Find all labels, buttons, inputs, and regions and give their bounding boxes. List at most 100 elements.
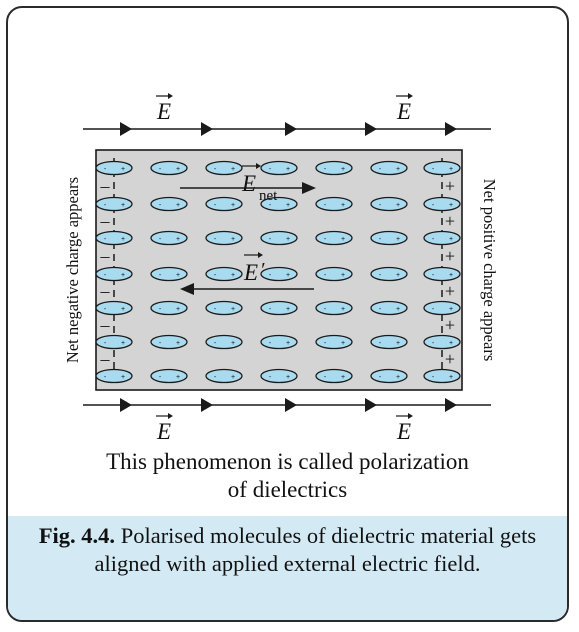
molecule-dipole bbox=[370, 230, 408, 246]
polarized-molecule: - + bbox=[260, 160, 298, 176]
molecule-positive-end: + bbox=[231, 306, 235, 313]
molecule-dipole bbox=[260, 160, 298, 176]
polarized-molecule: - + bbox=[370, 300, 408, 316]
molecule-positive-end: + bbox=[449, 202, 453, 209]
molecule-positive-end: + bbox=[231, 202, 235, 209]
polarized-molecule: - + bbox=[260, 368, 298, 384]
molecule-positive-end: + bbox=[341, 236, 345, 243]
molecule-positive-end: + bbox=[341, 374, 345, 381]
molecule-negative-end: - bbox=[432, 306, 435, 313]
molecule-positive-end: + bbox=[121, 306, 125, 313]
negative-charge-sign: – bbox=[100, 246, 111, 266]
polarized-molecule: - + bbox=[260, 266, 298, 282]
molecule-positive-end: + bbox=[121, 272, 125, 279]
molecule-positive-end: + bbox=[176, 202, 180, 209]
molecule-dipole bbox=[95, 160, 133, 176]
field-arrowhead bbox=[120, 398, 132, 412]
molecule-dipole bbox=[315, 368, 353, 384]
field-arrowhead bbox=[201, 122, 213, 136]
molecule-negative-end: - bbox=[269, 374, 272, 381]
molecule-negative-end: - bbox=[324, 340, 327, 347]
positive-charge-sign: + bbox=[445, 281, 455, 301]
molecule-dipole bbox=[370, 334, 408, 350]
polarized-molecule: - + bbox=[205, 334, 243, 350]
molecule-negative-end: - bbox=[104, 166, 107, 173]
polarized-molecule: - + bbox=[205, 160, 243, 176]
field-label-bottom-left: E bbox=[156, 413, 173, 444]
molecule-dipole bbox=[150, 196, 188, 212]
molecule-positive-end: + bbox=[121, 236, 125, 243]
field-arrowhead bbox=[285, 122, 297, 136]
negative-surface-charges: – – – – – – bbox=[100, 176, 111, 369]
molecule-negative-end: - bbox=[269, 306, 272, 313]
molecule-negative-end: - bbox=[379, 272, 382, 279]
polarized-molecule: - + bbox=[95, 230, 133, 246]
bottom-field-line bbox=[83, 398, 491, 412]
polarized-molecule: - + bbox=[315, 160, 353, 176]
molecule-positive-end: + bbox=[286, 306, 290, 313]
polarized-molecule: - + bbox=[370, 230, 408, 246]
polarized-molecule: - + bbox=[260, 300, 298, 316]
polarized-molecule: - + bbox=[315, 300, 353, 316]
polarized-molecule: - + bbox=[260, 196, 298, 212]
field-arrowhead bbox=[120, 122, 132, 136]
molecule-negative-end: - bbox=[324, 272, 327, 279]
molecule-dipole bbox=[423, 334, 461, 350]
molecule-negative-end: - bbox=[324, 166, 327, 173]
molecule-positive-end: + bbox=[341, 272, 345, 279]
polarized-molecule: - + bbox=[205, 196, 243, 212]
molecule-negative-end: - bbox=[432, 202, 435, 209]
molecule-negative-end: - bbox=[214, 340, 217, 347]
molecule-negative-end: - bbox=[214, 236, 217, 243]
molecule-negative-end: - bbox=[104, 374, 107, 381]
molecule-positive-end: + bbox=[396, 374, 400, 381]
polarized-molecule: - + bbox=[150, 334, 188, 350]
field-label-top-right: E bbox=[396, 93, 413, 124]
polarized-molecule: - + bbox=[95, 334, 133, 350]
molecule-dipole bbox=[205, 196, 243, 212]
polarized-molecule: - + bbox=[315, 334, 353, 350]
polarized-molecule: - + bbox=[150, 230, 188, 246]
polarized-molecule: - + bbox=[423, 266, 461, 282]
positive-charge-sign: + bbox=[445, 176, 455, 196]
positive-charge-sign: + bbox=[445, 246, 455, 266]
field-arrowhead bbox=[365, 398, 377, 412]
polarized-molecule: - + bbox=[370, 266, 408, 282]
polarized-molecule: - + bbox=[150, 160, 188, 176]
molecule-negative-end: - bbox=[379, 166, 382, 173]
field-arrowhead bbox=[365, 122, 377, 136]
polarized-molecule: - + bbox=[95, 300, 133, 316]
molecule-dipole bbox=[315, 266, 353, 282]
polarized-molecule: - + bbox=[315, 266, 353, 282]
polarized-molecule: - + bbox=[370, 196, 408, 212]
molecule-negative-end: - bbox=[159, 202, 162, 209]
molecule-dipole bbox=[315, 196, 353, 212]
molecule-dipole bbox=[370, 160, 408, 176]
molecule-positive-end: + bbox=[341, 340, 345, 347]
positive-charge-sign: + bbox=[445, 211, 455, 231]
molecule-negative-end: - bbox=[104, 340, 107, 347]
polarized-molecule: - + bbox=[150, 196, 188, 212]
molecule-dipole bbox=[315, 300, 353, 316]
field-label-bottom-right: E bbox=[396, 413, 413, 444]
molecule-negative-end: - bbox=[269, 340, 272, 347]
figure-label: Fig. 4.4. bbox=[38, 523, 116, 548]
molecule-dipole bbox=[423, 230, 461, 246]
molecule-dipole bbox=[423, 368, 461, 384]
polarized-molecule: - + bbox=[205, 230, 243, 246]
molecule-dipole bbox=[150, 160, 188, 176]
molecule-negative-end: - bbox=[432, 374, 435, 381]
molecule-positive-end: + bbox=[286, 236, 290, 243]
molecule-positive-end: + bbox=[121, 340, 125, 347]
molecule-negative-end: - bbox=[432, 236, 435, 243]
molecule-negative-end: - bbox=[432, 272, 435, 279]
negative-charge-sign: – bbox=[100, 211, 111, 231]
polarized-molecule: - + bbox=[423, 160, 461, 176]
molecule-dipole bbox=[260, 196, 298, 212]
molecule-negative-end: - bbox=[159, 166, 162, 173]
molecule-dipole bbox=[205, 334, 243, 350]
molecule-positive-end: + bbox=[231, 272, 235, 279]
polarized-molecule: - + bbox=[423, 334, 461, 350]
polarized-molecule: - + bbox=[423, 300, 461, 316]
figure-caption: Fig. 4.4. Polarised molecules of dielect… bbox=[8, 516, 567, 620]
